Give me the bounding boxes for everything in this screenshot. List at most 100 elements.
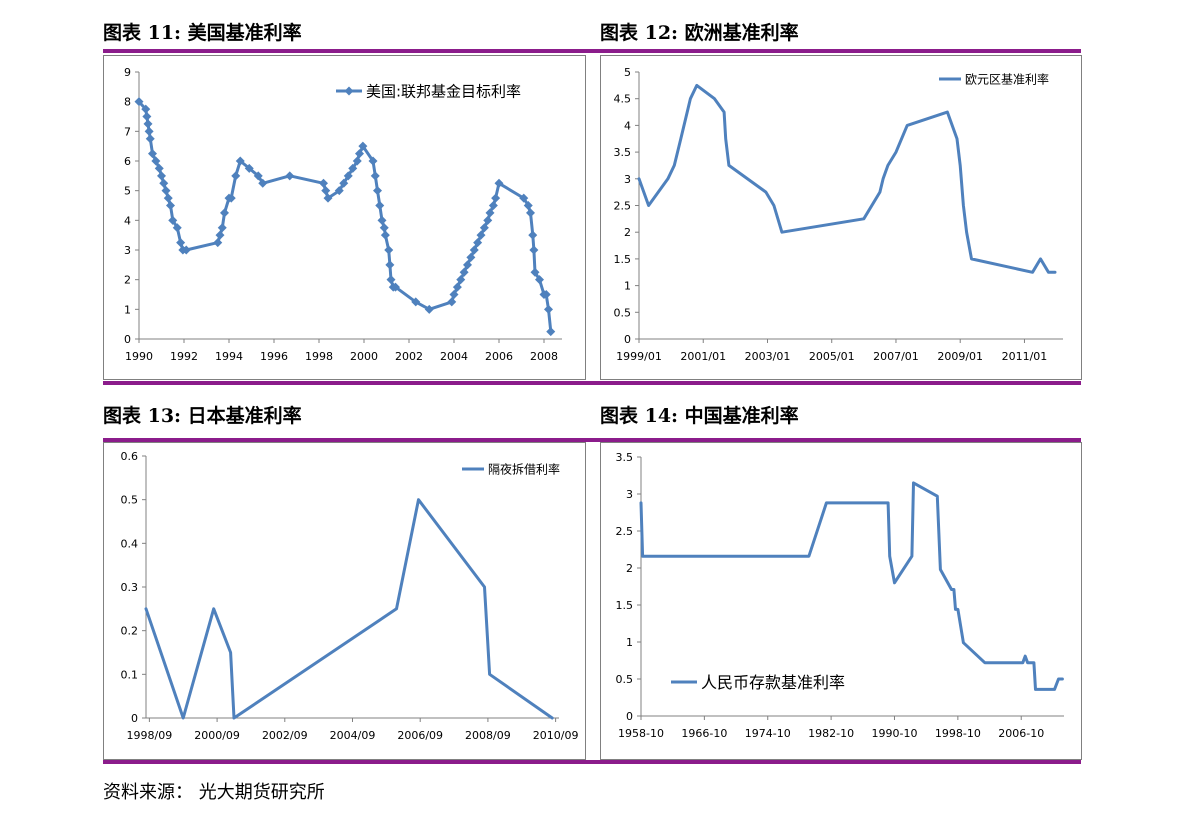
x-tick-label: 1998/09 xyxy=(127,729,173,742)
legend-label: 隔夜拆借利率 xyxy=(488,462,560,477)
data-point-marker xyxy=(144,126,154,136)
divider-rule xyxy=(103,49,1081,53)
y-tick-label: 3.5 xyxy=(614,146,632,159)
y-tick-label: 3 xyxy=(624,173,631,186)
series-line xyxy=(639,481,1064,691)
x-tick-label: 2000/09 xyxy=(194,729,240,742)
chart-svg: 0 1 2 3 4 5 6 7 8 9 1990 1992 1994 1996 1998 2000 2002 20… xyxy=(124,66,562,363)
x-tick-label: 2005/01 xyxy=(809,350,855,363)
x-tick-label: 2004 xyxy=(440,350,468,363)
y-tick-label: 4.5 xyxy=(614,93,632,106)
japan-rate-chart: 0 0.1 0.2 0.3 0.4 0.5 0.6 1998/09 2000/09 2002/09… xyxy=(103,442,586,760)
x-tick-label: 2008 xyxy=(530,350,558,363)
data-point-marker xyxy=(323,193,333,203)
data-point-marker xyxy=(373,186,382,196)
x-tick-label: 2003/01 xyxy=(745,350,791,363)
data-point-marker xyxy=(476,230,486,240)
chart-svg: 0 0.1 0.2 0.3 0.4 0.5 0.6 1998/09 2000/09 2002/09… xyxy=(121,450,579,742)
data-point-marker xyxy=(172,223,182,233)
data-point-marker xyxy=(368,156,378,166)
x-tick-label: 1982-10 xyxy=(808,727,854,740)
legend-label: 美国:联邦基金目标利率 xyxy=(366,83,521,101)
x-tick-label: 2006 xyxy=(485,350,513,363)
y-tick-label: 0 xyxy=(124,333,131,346)
source-note: 资料来源： 光大期货研究所 xyxy=(103,782,325,803)
y-tick-label: 0.5 xyxy=(121,494,139,507)
x-tick-label: 2008/09 xyxy=(465,729,511,742)
data-point-marker xyxy=(447,297,457,307)
data-point-marker xyxy=(384,245,394,255)
y-tick-label: 0.3 xyxy=(121,581,139,594)
data-point-marker xyxy=(491,193,501,203)
x-tick-label: 2000 xyxy=(350,350,378,363)
y-tick-label: 3 xyxy=(124,244,131,257)
data-point-marker xyxy=(449,290,459,299)
x-tick-label: 1990 xyxy=(125,350,153,363)
x-tick-label: 2002/09 xyxy=(262,729,308,742)
data-point-marker xyxy=(377,215,387,225)
y-tick-label: 1 xyxy=(124,303,131,316)
series-line xyxy=(144,498,554,720)
data-point-marker xyxy=(485,208,495,218)
data-point-marker xyxy=(319,178,328,188)
y-tick-label: 0.1 xyxy=(121,668,139,681)
y-tick-label: 3 xyxy=(626,488,633,501)
data-point-marker xyxy=(469,245,479,255)
data-point-marker xyxy=(452,282,462,292)
data-point-marker xyxy=(163,193,173,203)
divider-rule xyxy=(103,381,1081,385)
panel-heading: 图表 12: 欧洲基准利率 xyxy=(600,22,799,44)
data-point-marker xyxy=(235,156,245,166)
data-point-marker xyxy=(231,171,241,181)
data-point-marker xyxy=(456,275,466,285)
data-point-marker xyxy=(159,178,169,188)
data-point-marker xyxy=(220,208,229,218)
y-tick-label: 0.5 xyxy=(616,673,634,686)
divider-rule xyxy=(103,760,1081,764)
data-point-marker xyxy=(339,178,349,188)
data-point-marker xyxy=(386,275,396,285)
data-point-marker xyxy=(483,215,493,225)
data-point-marker xyxy=(488,201,498,210)
data-point-marker xyxy=(479,223,489,233)
y-tick-label: 2.5 xyxy=(614,200,632,213)
x-tick-label: 2011/01 xyxy=(1002,350,1048,363)
data-point-marker xyxy=(244,163,254,173)
data-point-marker xyxy=(379,223,389,233)
y-tick-label: 7 xyxy=(124,125,131,138)
chart-svg: 0 0.5 1 1.5 2 2.5 3 3.5 4 4.5 5 1999/01 2001/01 2003/… xyxy=(614,66,1063,363)
x-tick-label: 2006-10 xyxy=(998,727,1044,740)
x-tick-label: 1996 xyxy=(260,350,288,363)
y-tick-label: 5 xyxy=(624,66,631,79)
data-point-marker xyxy=(523,201,533,210)
data-point-marker xyxy=(143,119,153,129)
data-point-marker xyxy=(473,238,483,248)
y-tick-label: 8 xyxy=(124,96,131,109)
data-point-marker xyxy=(168,215,178,225)
data-point-marker xyxy=(148,149,157,159)
data-point-marker xyxy=(528,230,538,240)
data-point-marker xyxy=(285,171,295,181)
data-point-marker xyxy=(343,171,353,181)
data-point-marker xyxy=(535,275,544,285)
y-tick-label: 5 xyxy=(124,185,131,198)
panel-heading: 图表 13: 日本基准利率 xyxy=(103,405,302,427)
data-point-marker xyxy=(213,238,223,248)
data-point-marker xyxy=(334,186,344,196)
y-tick-label: 4 xyxy=(124,214,131,227)
x-tick-label: 2002 xyxy=(395,350,423,363)
panel-heading: 图表 14: 中国基准利率 xyxy=(600,405,799,427)
data-point-marker xyxy=(519,193,529,203)
y-tick-label: 1.5 xyxy=(614,253,632,266)
y-tick-label: 0 xyxy=(626,710,633,723)
data-point-marker xyxy=(141,104,151,114)
data-point-marker xyxy=(348,163,358,173)
x-tick-label: 1999/01 xyxy=(616,350,662,363)
data-point-marker xyxy=(215,230,225,240)
data-point-marker xyxy=(352,156,362,166)
data-point-marker xyxy=(385,260,395,270)
legend-marker xyxy=(344,86,354,96)
x-tick-label: 1958-10 xyxy=(618,727,664,740)
data-point-marker xyxy=(544,304,553,314)
data-point-marker xyxy=(355,149,364,159)
